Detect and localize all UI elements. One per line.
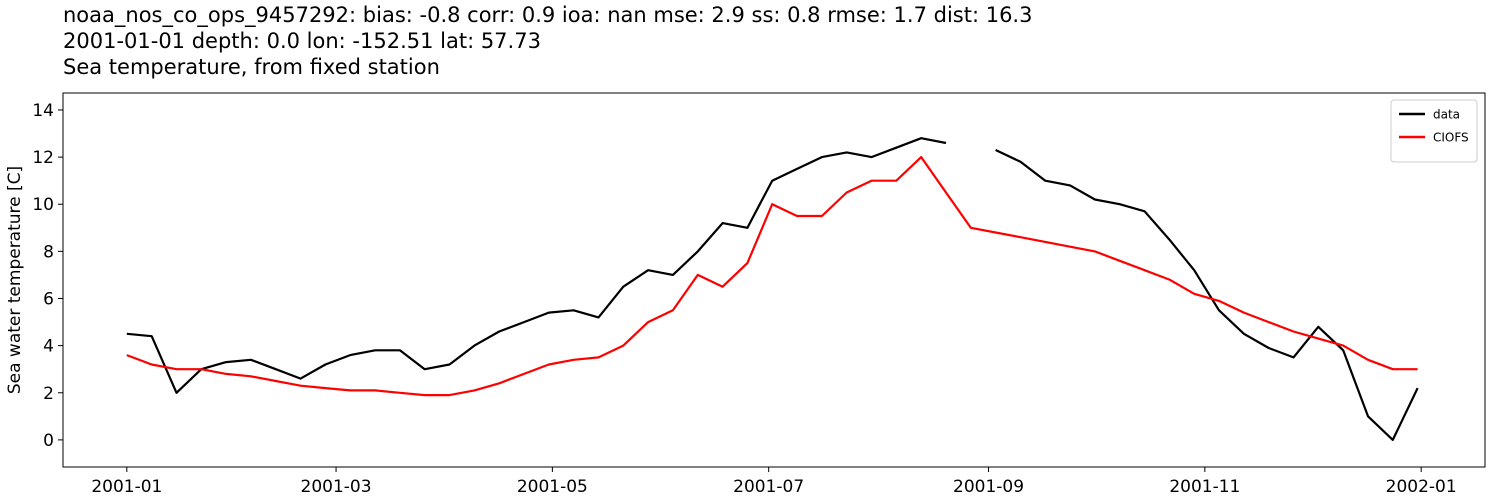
legend-box [1390,99,1478,163]
x-tick-label: 2002-01 [1386,477,1457,497]
title-line: 2001-01-01 depth: 0.0 lon: -152.51 lat: … [63,29,541,53]
legend-label: data [1433,108,1460,122]
x-tick-label: 2001-03 [301,477,372,497]
x-tick-label: 2001-01 [91,477,162,497]
legend: data CIOFS [1390,99,1478,163]
y-tick-label: 8 [43,242,54,262]
y-axis-label: Sea water temperature [C] [5,166,25,394]
y-tick-label: 12 [32,148,54,168]
y-tick-label: 10 [32,195,54,215]
x-tick-label: 2001-05 [517,477,588,497]
y-tick-label: 6 [43,289,54,309]
y-tick-label: 14 [32,101,54,121]
y-tick-label: 2 [43,384,54,404]
title-line: noaa_nos_co_ops_9457292: bias: -0.8 corr… [63,3,1032,28]
title-line: Sea temperature, from fixed station [63,55,440,79]
plot-frame [62,92,1486,468]
y-tick-label: 0 [43,431,54,451]
x-tick-label: 2001-09 [953,477,1024,497]
x-tick-label: 2001-07 [733,477,804,497]
series-line [126,137,1419,441]
series-line [126,156,1418,397]
y-tick-label: 4 [43,337,54,357]
x-tick-label: 2001-11 [1169,477,1240,497]
legend-label: CIOFS [1433,131,1469,145]
